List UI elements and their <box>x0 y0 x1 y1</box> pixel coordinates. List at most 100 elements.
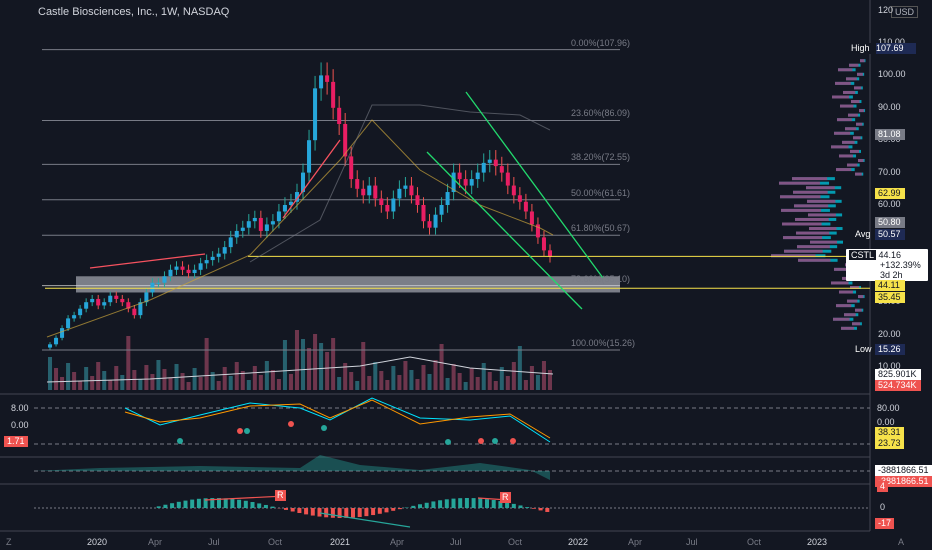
profile-bar-down <box>841 326 855 330</box>
y-tick: 60.00 <box>878 199 901 209</box>
profile-bar-down <box>796 231 830 235</box>
volume-bar <box>529 366 534 390</box>
osc3-hist-bar <box>270 506 275 508</box>
osc3-hist-bar <box>210 498 215 508</box>
volume-bar <box>66 363 71 390</box>
candle-body <box>523 201 528 212</box>
volume-bar <box>294 330 299 390</box>
candle-body <box>180 266 185 270</box>
fib-level-label: 0.00%(107.96) <box>571 37 631 48</box>
candle-body <box>150 282 155 293</box>
volume-bar <box>168 378 173 390</box>
volume-bar <box>96 362 101 390</box>
volume-bar <box>288 374 293 390</box>
osc3-tag-2: 0 <box>880 502 886 512</box>
osc3-hist-bar <box>344 508 349 518</box>
volume-bar <box>282 340 287 390</box>
y-tick: 100.00 <box>878 69 906 80</box>
osc1-signal-dot <box>288 421 294 427</box>
candle-body <box>499 166 504 173</box>
r-marker-1: R <box>275 490 286 501</box>
osc3-hist-bar <box>444 499 449 508</box>
profile-bar-down <box>807 199 836 203</box>
x-tick: 2020 <box>87 537 108 547</box>
osc3-hist-bar <box>431 501 436 508</box>
osc1-tag-1: 38.31 <box>875 427 904 438</box>
candle-body <box>469 179 474 186</box>
osc3-hist-bar <box>284 508 288 510</box>
candle-body <box>228 237 233 248</box>
y-tick: 70.00 <box>878 166 901 177</box>
osc1-signal-dot <box>177 438 183 444</box>
x-tick: Jul <box>208 537 220 547</box>
osc3-hist-bar <box>478 498 483 508</box>
osc3-hist-bar <box>485 499 489 508</box>
volume-bar <box>234 362 239 390</box>
candlesticks <box>48 62 552 350</box>
profile-bar-down <box>833 317 850 321</box>
price-tag-35: 35.45 <box>875 292 905 303</box>
candle-body <box>475 172 480 180</box>
x-tick: Oct <box>508 537 523 547</box>
candle-body <box>210 256 215 261</box>
profile-bar-down <box>842 140 855 144</box>
fib-level-label: 38.20%(72.55) <box>571 152 631 163</box>
profile-bar-down <box>858 295 864 299</box>
profile-bar-down <box>834 131 851 135</box>
fib-zone <box>76 276 620 293</box>
currency-button[interactable]: USD <box>891 6 919 18</box>
osc3-hist-bar <box>538 508 543 511</box>
profile-bar-down <box>837 118 852 122</box>
osc3-hist-bar <box>196 498 201 508</box>
candle-body <box>216 253 221 257</box>
profile-bar-down <box>781 208 822 212</box>
channel-upper <box>465 91 604 279</box>
candle-body <box>144 292 149 303</box>
volume-bar <box>445 378 450 390</box>
profile-bar-down <box>836 168 852 172</box>
osc3-hist-bar <box>391 508 396 511</box>
trend-line <box>89 253 206 269</box>
volume-bar <box>463 382 468 390</box>
candle-body <box>541 237 546 251</box>
volume-bar <box>162 369 167 390</box>
profile-bar-down <box>784 249 823 253</box>
osc3-hist-bar <box>371 508 376 516</box>
osc3-hist-bar <box>223 498 228 508</box>
volume-bar <box>523 380 528 390</box>
volume-bar <box>475 377 480 390</box>
osc1-left-tick-1: 8.00 <box>11 403 29 413</box>
candle-body <box>120 298 125 303</box>
volume-bar <box>114 366 119 390</box>
volume-bar <box>421 365 426 390</box>
x-tick: 2023 <box>807 537 828 547</box>
osc3-hist-bar <box>257 503 262 508</box>
x-tick: Jul <box>450 537 462 547</box>
volume-bar <box>216 381 221 390</box>
auto-scale-button[interactable]: A <box>898 537 905 547</box>
candle-body <box>60 328 65 338</box>
candle-body <box>529 211 534 225</box>
osc3-tag-1: 4 <box>877 481 889 492</box>
moving-average <box>46 119 554 338</box>
candle-body <box>252 217 257 222</box>
profile-bar-down <box>783 236 823 240</box>
profile-bar-down <box>795 217 829 221</box>
osc3-hist-bar <box>498 501 503 508</box>
candle-body <box>132 308 137 316</box>
candle-body <box>457 172 462 180</box>
volume-bar <box>228 376 233 390</box>
osc3-hist-bar <box>511 503 516 508</box>
candle-body <box>319 75 324 89</box>
candle-body <box>84 302 89 309</box>
volume-bar <box>252 366 257 390</box>
profile-bar-down <box>794 204 829 208</box>
osc3-hist-bar <box>451 498 456 508</box>
candle-body <box>463 179 468 186</box>
osc3-hist-bar <box>176 501 181 508</box>
zoom-button[interactable]: Z <box>6 537 12 547</box>
volume-bar <box>451 364 456 390</box>
candle-body <box>421 205 426 222</box>
volume-bar <box>517 346 522 390</box>
